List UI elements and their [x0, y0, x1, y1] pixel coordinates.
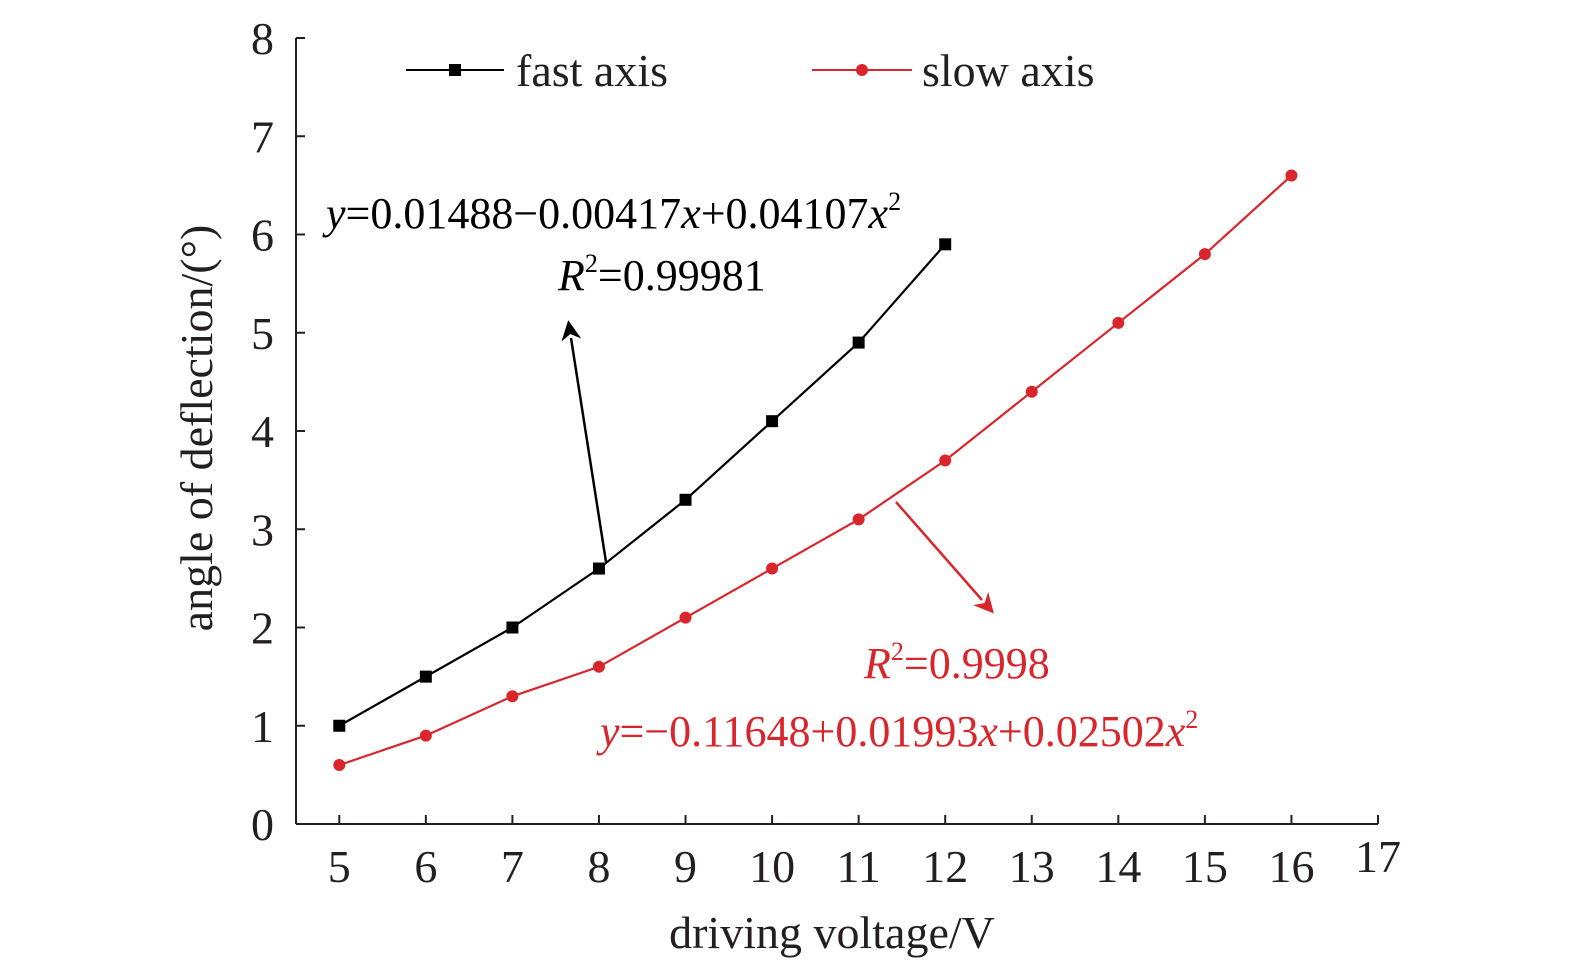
- x-tick-label: 10: [749, 841, 795, 892]
- slow-axis-equation: y=−0.11648+0.01993x+0.02502x2: [596, 705, 1198, 756]
- r-var: R: [863, 639, 891, 688]
- x-tick-label: 16: [1268, 841, 1314, 892]
- legend-item-slow-axis: slow axis: [812, 45, 1095, 96]
- slow-axis-r-squared: R2=0.9998: [863, 637, 1050, 688]
- eq-part: =−0.11648+0.01993: [620, 707, 979, 756]
- y-tick-label: 1: [251, 701, 274, 752]
- eq-y-var: y: [596, 707, 620, 756]
- eq-superscript: 2: [888, 187, 901, 216]
- data-point-slow-axis: [333, 759, 346, 772]
- data-point-slow-axis: [419, 729, 432, 742]
- y-tick-label: 2: [251, 603, 274, 654]
- eq-part: =0.01488−0.00417: [346, 189, 682, 238]
- data-point-fast-axis: [852, 336, 865, 349]
- eq-superscript: 2: [1185, 705, 1198, 734]
- r-var: R: [557, 251, 585, 300]
- fast-axis-equation: y=0.01488−0.00417x+0.04107x2: [322, 187, 901, 238]
- y-tick-label: 4: [251, 406, 274, 457]
- legend-label-slow-axis: slow axis: [922, 45, 1095, 96]
- x-axis-label: driving voltage/V: [669, 907, 995, 958]
- data-point-slow-axis: [679, 611, 692, 624]
- data-point-slow-axis: [1198, 248, 1211, 261]
- x-tick-label: 7: [501, 841, 524, 892]
- eq-x-var: x: [977, 707, 998, 756]
- eq-part: +0.04107: [701, 189, 869, 238]
- r-value: =0.9998: [904, 639, 1050, 688]
- eq-part: +0.02502: [998, 707, 1166, 756]
- series-line-fast-axis: [338, 243, 947, 727]
- x-ticks: 5 6 7 8 9 10 11 12 13 14 15 16 17: [328, 815, 1401, 892]
- r-value: =0.99981: [598, 251, 766, 300]
- y-tick-label: 0: [251, 799, 274, 850]
- eq-y-var: y: [322, 189, 346, 238]
- series-layer: [333, 169, 1298, 772]
- data-point-fast-axis: [333, 719, 346, 732]
- data-point-slow-axis: [766, 562, 779, 575]
- fast-axis-r-squared: R2=0.99981: [557, 249, 766, 300]
- y-ticks: 0 1 2 3 4 5 6 7 8: [251, 13, 305, 850]
- fast-axis-arrow: [561, 320, 608, 563]
- y-tick-label: 7: [251, 111, 274, 162]
- data-point-fast-axis: [506, 621, 519, 634]
- x-tick-label: 13: [1009, 841, 1055, 892]
- x-tick-label: 5: [328, 841, 351, 892]
- r-superscript: 2: [585, 249, 598, 278]
- eq-x-var: x: [868, 189, 889, 238]
- data-point-fast-axis: [679, 493, 692, 506]
- data-point-slow-axis: [1025, 385, 1038, 398]
- y-tick-label: 8: [251, 13, 274, 64]
- data-point-fast-axis: [939, 238, 952, 251]
- data-point-slow-axis: [506, 690, 519, 703]
- x-tick-label: 6: [414, 841, 437, 892]
- legend-marker-fast-axis: [449, 64, 461, 76]
- y-tick-label: 3: [251, 504, 274, 555]
- slow-axis-annotation: R2=0.9998 y=−0.11648+0.01993x+0.02502x2: [596, 501, 1198, 756]
- data-point-slow-axis: [592, 660, 605, 673]
- r-superscript: 2: [891, 637, 904, 666]
- slow-axis-arrow: [895, 501, 994, 614]
- x-tick-label: 14: [1095, 841, 1141, 892]
- x-tick-label: 9: [674, 841, 697, 892]
- data-point-fast-axis: [766, 415, 779, 428]
- x-tick-label: 8: [587, 841, 610, 892]
- x-tick-label: 15: [1182, 841, 1228, 892]
- fast-axis-annotation: y=0.01488−0.00417x+0.04107x2 R2=0.99981: [322, 187, 901, 563]
- data-point-slow-axis: [852, 513, 865, 526]
- eq-x-var: x: [1165, 707, 1186, 756]
- x-tick-label: 11: [836, 841, 880, 892]
- legend-marker-slow-axis: [856, 64, 868, 76]
- x-tick-label: 12: [922, 841, 968, 892]
- legend: fast axis slow axis: [406, 45, 1095, 96]
- y-axis-label: angle of deflection/(°): [171, 225, 222, 632]
- data-point-slow-axis: [939, 454, 952, 467]
- eq-x-var: x: [680, 189, 701, 238]
- data-point-slow-axis: [1112, 316, 1125, 329]
- y-tick-label: 5: [251, 308, 274, 359]
- series-line-slow-axis: [338, 174, 1293, 767]
- y-tick-label: 6: [251, 210, 274, 261]
- data-point-fast-axis: [592, 562, 605, 575]
- legend-label-fast-axis: fast axis: [516, 45, 668, 96]
- x-tick-label: 17: [1355, 831, 1401, 882]
- legend-item-fast-axis: fast axis: [406, 45, 668, 96]
- data-point-slow-axis: [1285, 169, 1298, 182]
- data-point-fast-axis: [419, 670, 432, 683]
